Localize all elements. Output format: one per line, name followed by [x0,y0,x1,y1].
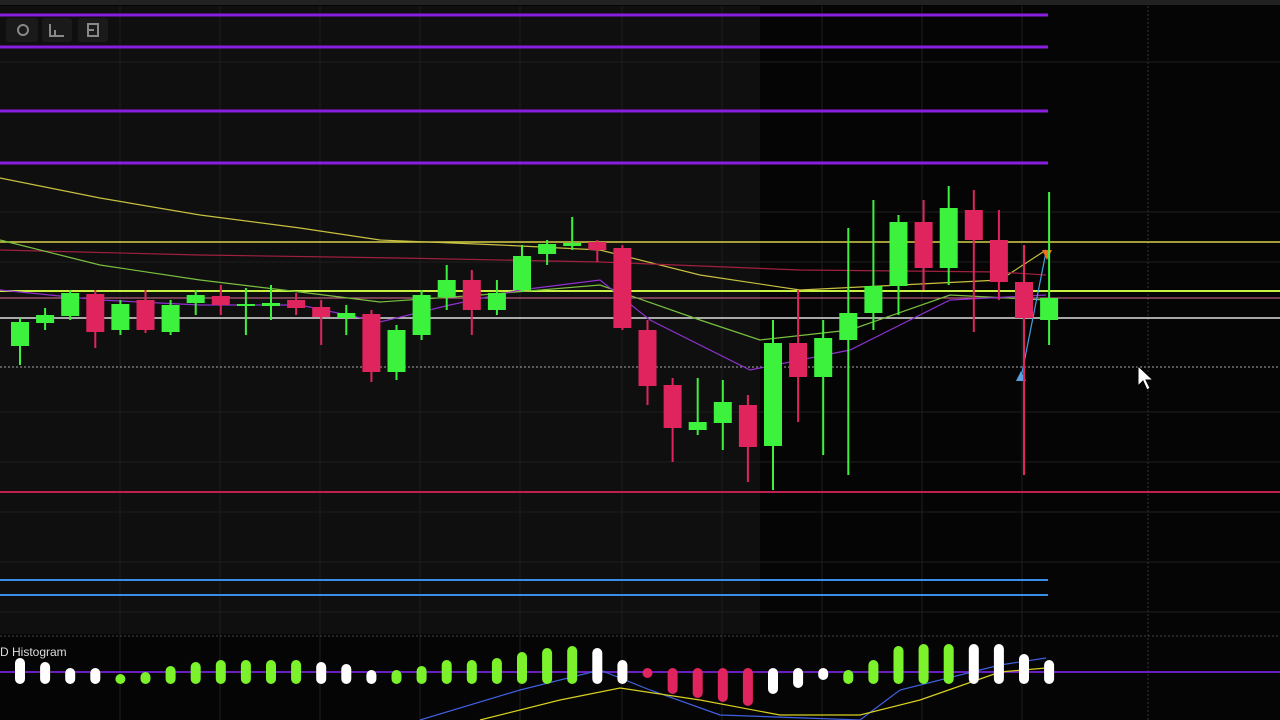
candle-body [964,210,983,240]
histogram-bar [466,660,477,684]
candle-body [638,330,657,386]
histogram-bar [517,652,527,684]
histogram-bar [893,646,904,684]
histogram-bar [40,662,51,684]
histogram-bar [341,664,352,684]
histogram-bar [617,660,628,684]
histogram-bar [968,644,979,684]
histogram-bar [1019,654,1029,684]
histogram-bar [868,660,879,684]
candle-body [211,296,230,305]
candle-body [262,303,280,306]
histogram-bar [943,644,954,684]
histogram-bar [190,662,201,684]
candle-body [387,330,406,372]
candle-body [789,343,808,377]
candle-body [61,293,80,316]
histogram-bar [416,666,427,684]
histogram-bar [768,668,778,694]
histogram-bar [391,670,402,684]
histogram-bar [140,672,151,684]
histogram-bar [15,658,25,684]
candle-body [864,286,883,313]
candle-body [186,295,205,303]
candle-body [713,402,732,423]
histogram-bar [366,670,377,684]
histogram-bar [215,660,226,684]
histogram-bar [742,668,753,706]
indicator-title: D Histogram [0,645,67,659]
histogram-bar [692,668,703,698]
histogram-bar [65,668,76,684]
histogram-bar [793,668,804,688]
candle-body [412,295,431,335]
candle-body [362,314,381,372]
candle-body [11,322,29,346]
settings-button[interactable] [6,18,38,42]
candle-body [663,385,682,428]
histogram-bar [291,660,302,684]
histogram-bar [667,668,678,694]
axis-button[interactable] [42,18,72,42]
histogram-bar [491,658,502,684]
candle-body [462,280,481,310]
histogram-bar [441,660,452,684]
histogram-bar [542,648,553,684]
candle-body [1015,282,1033,318]
candle-body [1040,298,1059,320]
histogram-bar [90,668,101,684]
candle-body [914,222,933,268]
candle-body [538,244,557,254]
histogram-bar [843,670,854,684]
histogram-bar [642,668,653,678]
histogram-bar [717,668,728,702]
histogram-bar [567,646,578,684]
mouse-cursor [1137,364,1155,391]
candle-body [437,280,456,297]
candle-body [814,338,833,377]
candle-body [613,248,632,328]
candle-body [337,313,356,318]
candle-body [86,294,105,332]
candle-body [136,300,155,330]
candle-body [111,304,130,330]
candle-body [588,242,607,250]
candle-body [889,222,908,286]
candle-body [312,307,331,317]
candle-body [161,305,180,332]
candle-body [989,240,1008,282]
candle-body [939,208,958,268]
candle-body [287,300,306,308]
histogram-bar [266,660,276,684]
histogram-bar [993,644,1004,684]
candle-body [688,422,707,430]
histogram-bar [165,666,176,684]
histogram-bar [316,662,327,684]
candle-body [487,293,506,310]
histogram-bar [115,674,126,684]
histogram-bar [1044,660,1055,684]
candle-body [839,313,858,340]
candle-body [36,315,55,323]
candle-body [236,304,255,306]
candle-body [764,343,782,446]
candle-body [513,256,531,290]
histogram-bar [818,668,829,680]
candle-body [738,405,757,447]
histogram-bar [592,648,603,684]
top-bar [0,0,1280,5]
toolbar [6,18,108,42]
histogram-bar [918,644,929,684]
histogram-bar [240,660,251,684]
candle-body [563,243,582,246]
